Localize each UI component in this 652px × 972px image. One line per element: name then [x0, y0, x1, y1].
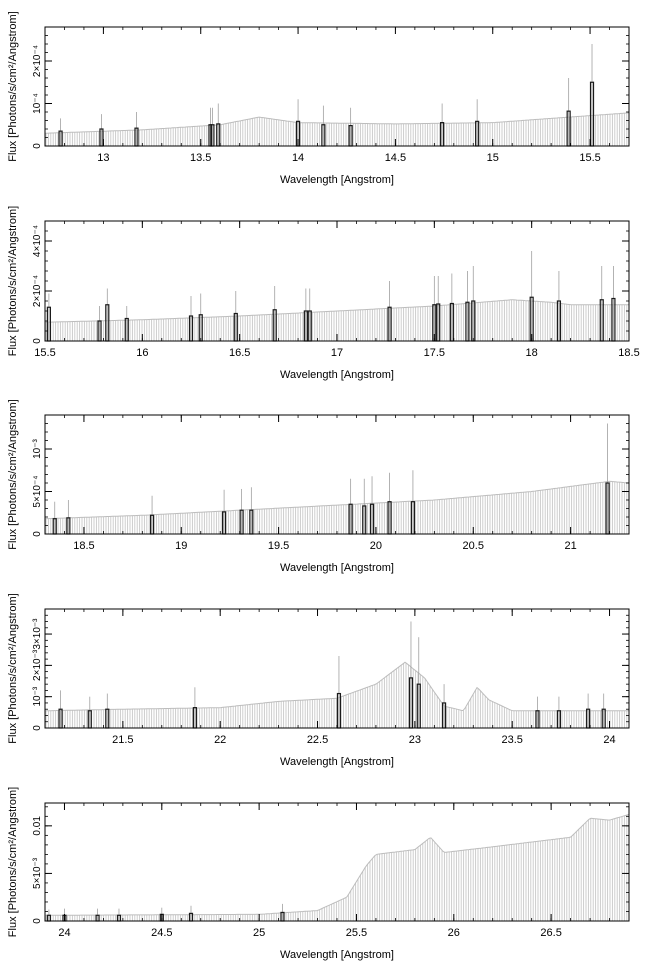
x-tick-label: 13.5 — [190, 152, 211, 164]
y-tick-label: 10⁻⁴ — [32, 93, 43, 114]
x-tick-label: 24 — [603, 734, 615, 746]
continuum-envelope — [44, 480, 630, 520]
x-axis-title: Wavelength [Angstrom] — [280, 949, 394, 961]
continuum-envelope — [44, 112, 630, 134]
x-tick-label: 15 — [487, 152, 499, 164]
x-tick-label: 25.5 — [346, 927, 367, 939]
x-tick-label: 22.5 — [307, 734, 328, 746]
y-tick-label: 10⁻³ — [32, 438, 43, 458]
x-tick-label: 16 — [136, 347, 148, 359]
panel-5: 24 24.5 25 25.5 26 26.5 0 5×10⁻³ 0.01 Wavelength … — [7, 787, 630, 961]
x-tick-label: 13 — [97, 152, 109, 164]
y-tick-label: 5×10⁻³ — [32, 857, 43, 889]
continuum-bins — [45, 815, 628, 921]
x-tick-label: 21.5 — [112, 734, 133, 746]
y-tick-label: 0 — [32, 918, 43, 924]
y-axis-title: Flux [Photons/s/cm²/Angstrom] — [7, 399, 19, 549]
plot-frame — [44, 802, 630, 922]
x-axis-title: Wavelength [Angstrom] — [280, 562, 394, 574]
x-tick-label: 21 — [564, 540, 576, 552]
x-tick-label: 23.5 — [501, 734, 522, 746]
x-tick-label: 15.5 — [579, 152, 600, 164]
y-axis-title: Flux [Photons/s/cm²/Angstrom] — [7, 11, 19, 161]
x-axis-title: Wavelength [Angstrom] — [280, 756, 394, 768]
x-tick-label: 15.5 — [34, 347, 55, 359]
panel-2: 15.5 16 16.5 17 17.5 18 18.5 0 2×10⁻⁴ 4×10⁻⁴ Wavel… — [7, 206, 640, 381]
x-tick-label: 18.5 — [618, 347, 639, 359]
y-tick-label: 2×10⁻⁴ — [32, 275, 43, 307]
continuum-envelope — [44, 299, 629, 323]
x-tick-label: 14.5 — [385, 152, 406, 164]
x-tick-label: 16.5 — [229, 347, 250, 359]
y-tick-label: 5×10⁻⁴ — [32, 475, 43, 507]
plot-frame — [44, 26, 630, 147]
y-tick-label: 0 — [32, 531, 43, 537]
x-tick-label: 19.5 — [268, 540, 289, 552]
y-axis-title: Flux [Photons/s/cm²/Angstrom] — [7, 593, 19, 743]
x-tick-label: 20 — [370, 540, 382, 552]
x-tick-label: 17.5 — [424, 347, 445, 359]
x-tick-label: 25 — [253, 927, 265, 939]
y-tick-label: 2×10⁻⁴ — [32, 45, 43, 77]
x-tick-label: 20.5 — [463, 540, 484, 552]
y-tick-label: 3×10⁻³ — [32, 618, 43, 650]
x-tick-label: 18.5 — [73, 540, 94, 552]
x-tick-label: 22 — [214, 734, 226, 746]
x-tick-label: 17 — [331, 347, 343, 359]
x-tick-label: 26.5 — [540, 927, 561, 939]
x-axis-title: Wavelength [Angstrom] — [280, 369, 394, 381]
y-tick-label: 0.01 — [32, 816, 43, 836]
panel-4: 21.5 22 22.5 23 23.5 24 0 10⁻³ 2×10⁻³3×10⁻³ Wavel… — [7, 593, 630, 768]
y-tick-label: 0 — [32, 725, 43, 731]
y-tick-label: 10⁻³ — [32, 686, 43, 706]
x-tick-label: 19 — [175, 540, 187, 552]
continuum-bins — [45, 662, 628, 728]
panel-3: 18.5 19 19.5 20 20.5 21 0 5×10⁻⁴ 10⁻³ Wavelength … — [7, 399, 630, 574]
y-axis-title: Flux [Photons/s/cm²/Angstrom] — [7, 787, 19, 937]
x-tick-label: 24.5 — [151, 927, 172, 939]
x-tick-label: 14 — [292, 152, 304, 164]
continuum-envelope — [45, 813, 630, 916]
x-tick-label: 26 — [448, 927, 460, 939]
x-tick-label: 18 — [526, 347, 538, 359]
x-tick-label: 23 — [409, 734, 421, 746]
y-axis-title: Flux [Photons/s/cm²/Angstrom] — [7, 206, 19, 356]
y-tick-label: 4×10⁻⁴ — [32, 225, 43, 257]
panel-1: 13 13.5 14 14.5 15 15.5 0 10⁻⁴ 2×10⁻⁴ Wavelength … — [7, 11, 630, 186]
continuum-bins — [45, 113, 628, 146]
x-axis-title: Wavelength [Angstrom] — [280, 174, 394, 186]
y-tick-label: 0 — [32, 143, 43, 149]
y-tick-label: 2×10⁻³ — [32, 649, 43, 681]
x-tick-label: 24 — [58, 927, 70, 939]
continuum-bins — [45, 481, 628, 534]
y-tick-label: 0 — [32, 338, 43, 344]
